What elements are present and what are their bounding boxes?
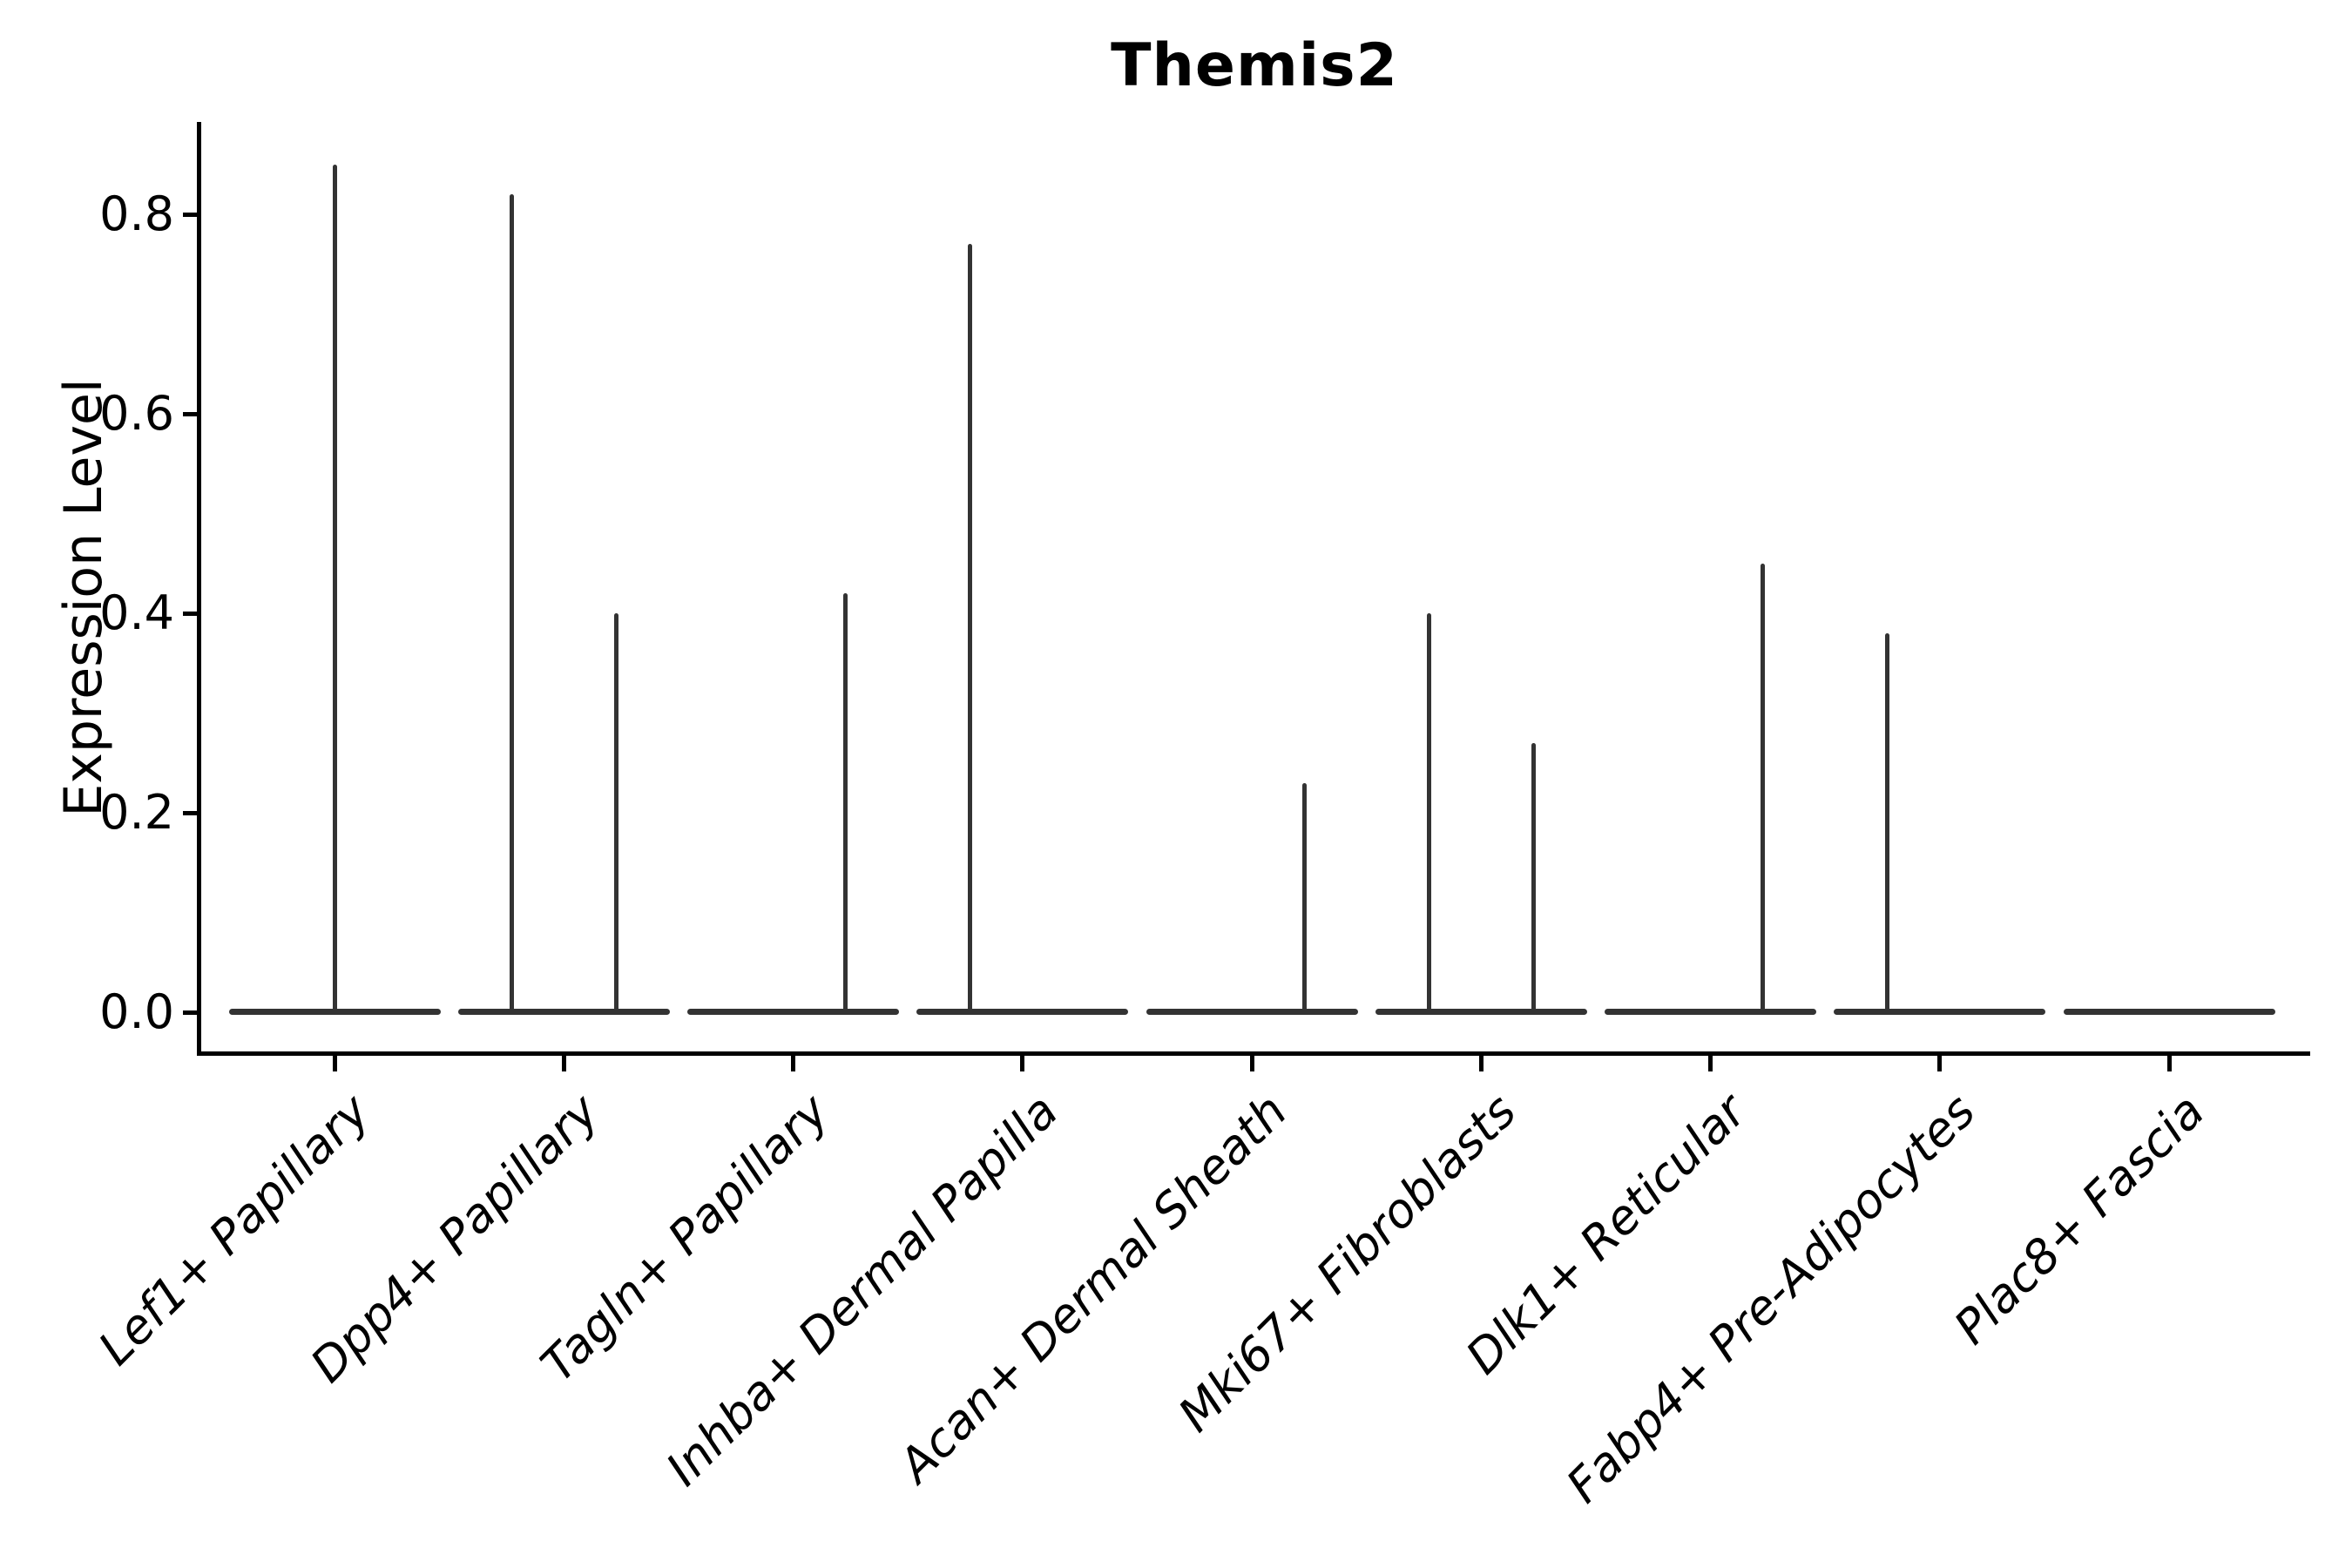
- violin-spike: [509, 194, 514, 1010]
- violin-base: [228, 1008, 441, 1015]
- x-tick-label: Mki67+ Fibroblasts: [1167, 1083, 1527, 1443]
- x-tick-label: Acan+ Dermal Sheath: [888, 1083, 1298, 1493]
- violin-spike: [1531, 742, 1536, 1010]
- x-tick: [1020, 1056, 1025, 1071]
- y-axis-spine: [197, 122, 201, 1056]
- x-tick: [1708, 1056, 1713, 1071]
- x-tick: [2166, 1056, 2172, 1071]
- violin-base: [2063, 1008, 2275, 1015]
- x-tick-label: Fabp4+ Pre-Adipocytes: [1555, 1083, 1986, 1514]
- y-tick: [183, 411, 197, 416]
- y-tick-label: 0.8: [99, 186, 174, 241]
- chart-title: Themis2: [1111, 31, 1398, 100]
- violin-base: [457, 1008, 670, 1015]
- x-tick-label: Tagln+ Papillary: [530, 1083, 839, 1393]
- violin-spike: [1426, 613, 1431, 1010]
- y-tick: [183, 810, 197, 815]
- violin-base: [1605, 1008, 1816, 1015]
- violin-spike: [1885, 632, 1890, 1010]
- x-tick-label: Inhba+ Dermal Papilla: [655, 1083, 1069, 1497]
- x-tick: [1478, 1056, 1484, 1071]
- violin-spike: [843, 593, 848, 1010]
- x-tick: [791, 1056, 795, 1071]
- violin-base: [916, 1008, 1129, 1015]
- y-tick-label: 0.2: [99, 785, 174, 840]
- y-tick-label: 0.4: [99, 585, 174, 640]
- violin-spike: [332, 164, 337, 1010]
- violin-base: [1375, 1008, 1587, 1015]
- violin-base: [1146, 1008, 1358, 1015]
- violin-base: [1834, 1008, 2046, 1015]
- violin-spike: [1301, 782, 1307, 1010]
- violin-spike: [613, 613, 618, 1010]
- violin-base: [687, 1008, 899, 1015]
- y-tick-label: 0.0: [99, 984, 174, 1039]
- violin-spike: [1761, 563, 1765, 1010]
- x-tick-label: Plac8+ Fascia: [1943, 1083, 2215, 1355]
- x-axis-spine: [197, 1051, 2310, 1056]
- x-tick: [561, 1056, 566, 1071]
- y-tick: [183, 1010, 197, 1015]
- y-tick: [183, 212, 197, 217]
- x-tick-label: Dlk1+ Reticular: [1455, 1083, 1756, 1385]
- x-tick: [332, 1056, 337, 1071]
- x-tick: [1249, 1056, 1254, 1071]
- x-tick: [1937, 1056, 1943, 1071]
- x-tick-label: Dpp4+ Papillary: [300, 1083, 610, 1393]
- y-tick: [183, 611, 197, 616]
- y-tick-label: 0.6: [99, 386, 174, 441]
- violin-spike: [968, 244, 973, 1010]
